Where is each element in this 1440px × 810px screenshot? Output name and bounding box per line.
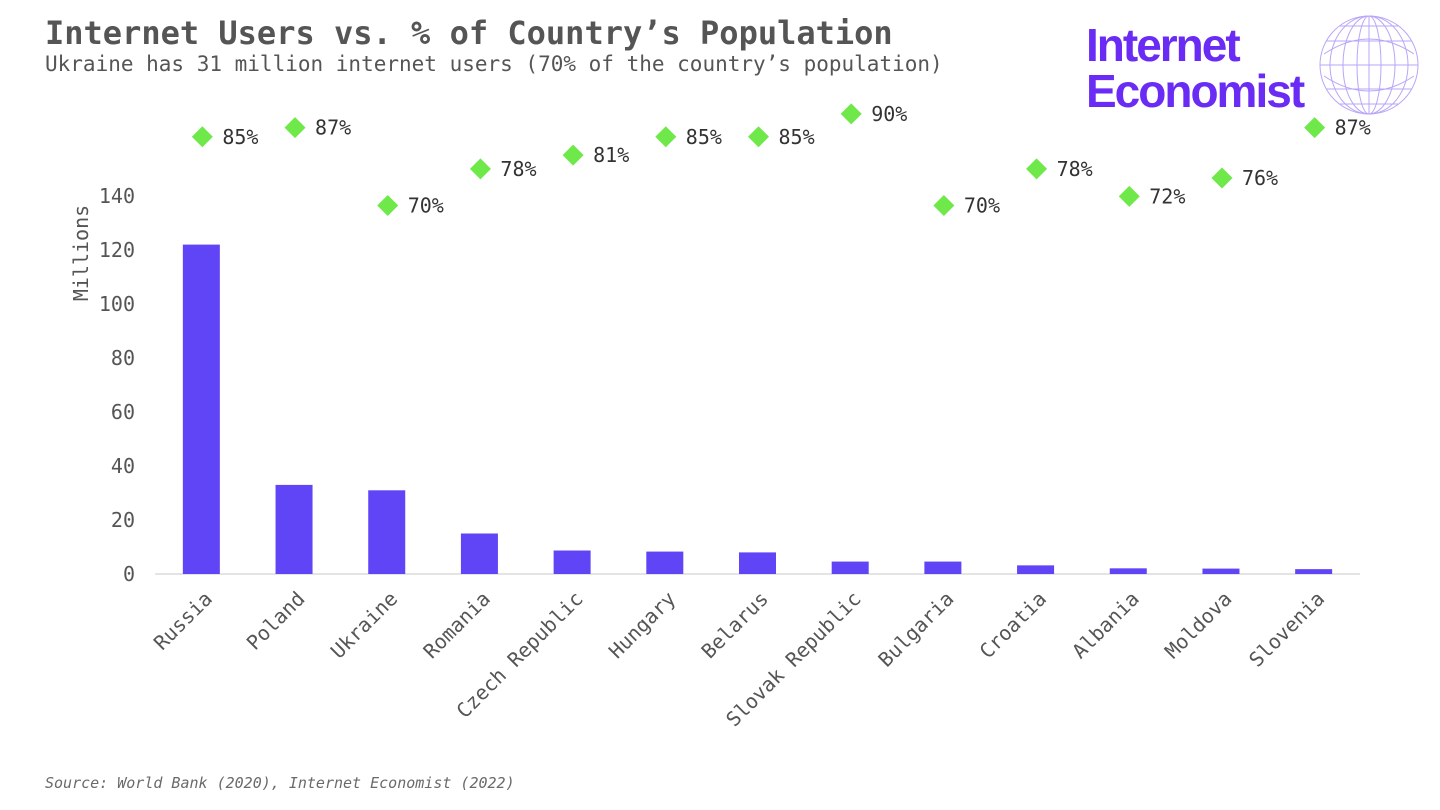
bar-moldova bbox=[1202, 568, 1240, 574]
percentage-marker bbox=[377, 195, 399, 216]
x-tick-label: Romania bbox=[418, 587, 495, 664]
percentage-data-label: 76% bbox=[1242, 166, 1278, 190]
percentage-data-label: 85% bbox=[222, 125, 258, 149]
y-tick-label: 100 bbox=[99, 292, 135, 316]
percentage-data-label: 87% bbox=[315, 116, 351, 140]
percentage-data-label: 78% bbox=[1057, 157, 1093, 181]
bar-slovenia bbox=[1295, 569, 1333, 574]
percentage-data-label: 70% bbox=[408, 194, 444, 218]
bar-series bbox=[182, 244, 1333, 574]
percentage-data-label: 72% bbox=[1149, 184, 1185, 208]
percentage-marker bbox=[655, 126, 677, 148]
bar-hungary bbox=[646, 551, 684, 574]
x-tick-label: Moldova bbox=[1160, 587, 1237, 664]
y-tick-label: 80 bbox=[111, 346, 135, 370]
bar-bulgaria bbox=[924, 561, 962, 574]
percentage-marker bbox=[748, 126, 769, 148]
percentage-marker bbox=[284, 117, 306, 139]
y-tick-label: 20 bbox=[111, 508, 135, 532]
bar-czech-republic bbox=[553, 550, 591, 574]
y-tick-label: 140 bbox=[99, 184, 135, 208]
percentage-data-label: 81% bbox=[593, 143, 629, 167]
percentage-marker bbox=[1026, 158, 1048, 180]
percentage-data-label: 87% bbox=[1335, 116, 1371, 140]
percentage-marker bbox=[562, 144, 584, 166]
chart-title: Internet Users vs. % of Country’s Popula… bbox=[45, 14, 893, 52]
x-tick-label: Slovenia bbox=[1244, 587, 1329, 672]
bar-poland bbox=[275, 484, 313, 574]
bar-slovak-republic bbox=[831, 561, 869, 574]
x-tick-label: Bulgaria bbox=[873, 587, 958, 672]
y-tick-label: 40 bbox=[111, 454, 135, 478]
bar-croatia bbox=[1017, 565, 1055, 574]
percentage-data-label: 90% bbox=[871, 102, 907, 126]
percentage-marker bbox=[469, 158, 491, 180]
percentage-data-label: 70% bbox=[964, 194, 1000, 218]
x-tick-label: Belarus bbox=[696, 587, 773, 664]
x-tick-label: Albania bbox=[1067, 587, 1144, 664]
percentage-data-label: 85% bbox=[686, 125, 722, 149]
percentage-marker bbox=[1211, 167, 1233, 189]
percentage-marker bbox=[840, 103, 862, 125]
chart-subtitle: Ukraine has 31 million internet users (7… bbox=[45, 52, 943, 76]
y-axis-ticks: 0 20 40 60 80 100 120 140 bbox=[99, 184, 135, 586]
bar-ukraine bbox=[368, 490, 406, 574]
percentage-marker bbox=[1304, 117, 1326, 139]
bar-belarus bbox=[739, 552, 776, 574]
source-note: Source: World Bank (2020), Internet Econ… bbox=[45, 774, 515, 792]
y-tick-label: 0 bbox=[123, 562, 135, 586]
percentage-marker bbox=[933, 195, 955, 216]
y-tick-label: 60 bbox=[111, 400, 135, 424]
percentage-marker bbox=[1118, 185, 1140, 207]
percentage-data-label: 85% bbox=[779, 125, 815, 149]
globe-icon bbox=[1319, 15, 1419, 115]
x-tick-label: Croatia bbox=[975, 587, 1052, 664]
percentage-marker-series: 85% 87% 70% 78% 81% 85% 85% 90% 70% 78% 72% 76% 87% bbox=[191, 102, 1371, 218]
brand-logo: Internet Economist bbox=[1086, 14, 1426, 116]
y-tick-label: 120 bbox=[99, 238, 135, 262]
x-tick-label: Russia bbox=[149, 587, 217, 655]
bar-russia bbox=[182, 244, 220, 574]
bar-romania bbox=[460, 533, 498, 574]
chart-area: 0 20 40 60 80 100 120 140 Millions 85% 87% 70% 78%… bbox=[69, 102, 1371, 732]
x-tick-label: Poland bbox=[242, 587, 310, 655]
y-axis-label: Millions bbox=[69, 205, 93, 301]
logo-text-line1: Internet bbox=[1086, 19, 1241, 71]
percentage-data-label: 78% bbox=[500, 157, 536, 181]
logo-text-line2: Economist bbox=[1086, 65, 1305, 117]
x-tick-label: Hungary bbox=[604, 587, 681, 664]
bar-albania bbox=[1109, 568, 1147, 574]
percentage-marker bbox=[191, 126, 213, 148]
x-tick-label: Ukraine bbox=[326, 587, 403, 664]
